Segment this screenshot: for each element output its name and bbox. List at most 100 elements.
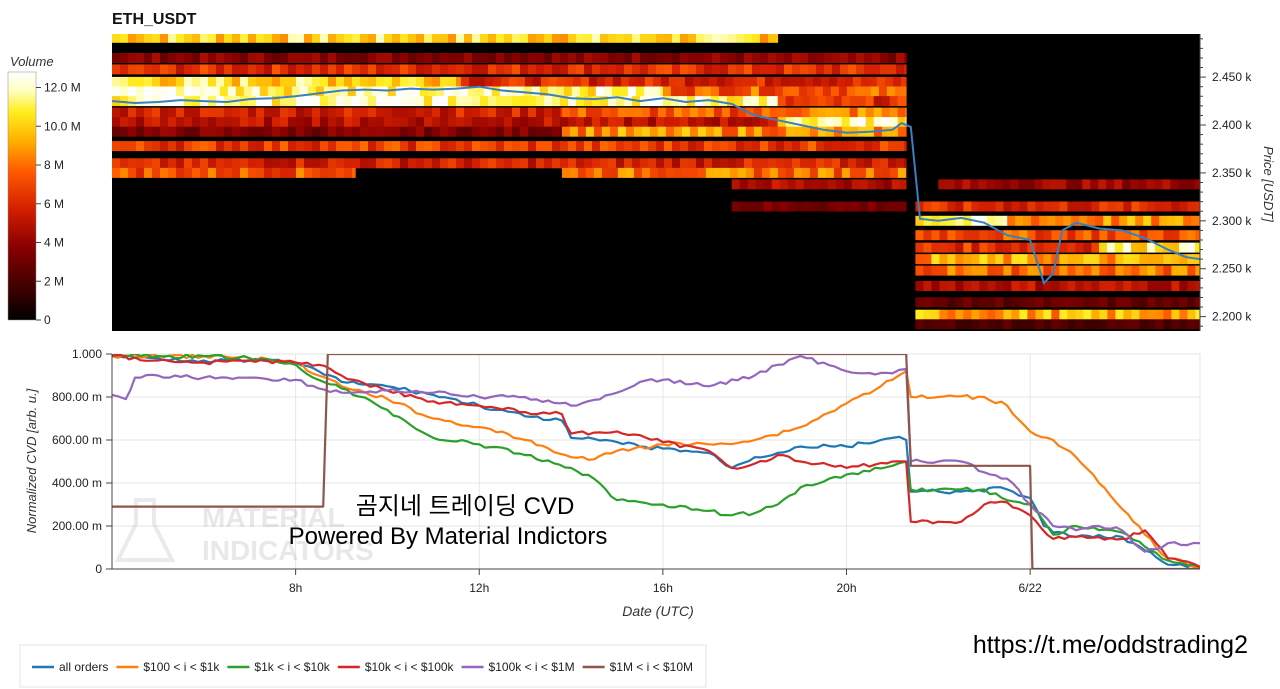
heatmap-cell xyxy=(400,96,409,107)
heatmap-cell xyxy=(416,96,425,107)
heatmap-cell xyxy=(592,64,601,75)
cvd-y-axis-label: Normalized CVD [arb. u.] xyxy=(24,388,39,533)
heatmap-cell xyxy=(1083,281,1092,291)
heatmap-cell xyxy=(416,76,425,87)
heatmap-cell xyxy=(264,167,273,178)
legend-label[interactable]: $1k < i < $10k xyxy=(254,660,330,674)
heatmap-cell xyxy=(304,141,313,152)
heatmap-cell xyxy=(312,158,321,169)
heatmap-cell xyxy=(200,141,209,152)
heatmap-cell xyxy=(328,141,337,152)
heatmap-cell xyxy=(923,297,932,308)
heatmap-cell xyxy=(889,126,899,137)
heatmap-cell xyxy=(712,141,721,152)
heatmap-cell xyxy=(136,167,145,178)
heatmap-cell xyxy=(280,34,289,43)
heatmap-cell xyxy=(416,107,425,118)
heatmap-cell xyxy=(931,230,940,241)
heatmap-cell xyxy=(144,117,153,128)
heatmap-cell xyxy=(664,53,673,63)
heatmap-cell xyxy=(296,107,305,118)
heatmap-cell xyxy=(1075,201,1084,212)
heatmap-cell xyxy=(336,76,345,87)
heatmap-cell xyxy=(1139,230,1148,241)
heatmap-cell xyxy=(1139,254,1148,265)
heatmap-cell xyxy=(592,141,601,152)
heatmap-cell xyxy=(761,126,771,137)
heatmap-cell xyxy=(955,297,964,308)
heatmap-cell xyxy=(608,34,617,43)
heatmap-cell xyxy=(744,141,753,152)
heatmap-cell xyxy=(656,117,665,128)
heatmap-cell xyxy=(504,96,513,107)
heatmap-cell xyxy=(568,96,577,107)
heatmap-cell xyxy=(432,126,441,137)
legend-label[interactable]: $100 < i < $1k xyxy=(143,660,220,674)
heatmap-cell xyxy=(905,117,907,128)
heatmap-cell xyxy=(464,158,473,169)
heatmap-cell xyxy=(328,96,337,107)
heatmap-cell xyxy=(392,53,401,63)
heatmap-cell xyxy=(665,107,675,118)
heatmap-cell xyxy=(561,126,571,137)
heatmap-cell xyxy=(987,281,996,291)
heatmap-cell xyxy=(672,158,681,169)
heatmap-cell xyxy=(808,141,817,152)
heatmap-cell xyxy=(1003,265,1012,276)
heatmap-cell xyxy=(379,86,389,97)
heatmap-cell xyxy=(256,107,265,118)
heatmap-cell xyxy=(816,64,825,75)
heatmap-cell xyxy=(939,230,948,241)
heatmap-cell xyxy=(833,167,843,178)
heatmap-cell xyxy=(392,158,401,169)
heatmap-cell xyxy=(168,64,177,75)
heatmap-cell xyxy=(168,76,177,87)
heatmap-cell xyxy=(1123,265,1132,276)
heatmap-cell xyxy=(1106,179,1115,190)
heatmap-cell xyxy=(352,34,361,43)
heatmap-cell xyxy=(336,64,345,75)
heatmap-cell xyxy=(987,265,996,276)
heatmap-cell xyxy=(812,76,822,87)
heatmap-cell xyxy=(360,76,369,87)
heatmap-cell xyxy=(1099,309,1108,320)
heatmap-cell xyxy=(440,117,449,128)
heatmap-cell xyxy=(1059,319,1068,330)
heatmap-cell xyxy=(480,126,489,137)
heatmap-cell xyxy=(1047,215,1056,226)
heatmap-cell xyxy=(784,53,793,63)
heatmap-cell xyxy=(576,64,585,75)
legend-label[interactable]: $10k < i < $100k xyxy=(365,660,455,674)
heatmap-cell xyxy=(779,179,789,190)
footer-link[interactable]: https://t.me/oddstrading2 xyxy=(973,631,1248,659)
heatmap-cell xyxy=(825,96,835,107)
heatmap-cell xyxy=(320,34,329,43)
heatmap-cell xyxy=(624,141,633,152)
heatmap-cell xyxy=(272,64,281,75)
legend-label[interactable]: $1M < i < $10M xyxy=(610,660,693,674)
heatmap-cell xyxy=(400,64,409,75)
heatmap-cell xyxy=(408,141,417,152)
heatmap-cell xyxy=(176,167,185,178)
heatmap-cell xyxy=(1139,319,1148,330)
heatmap-cell xyxy=(838,86,848,97)
heatmap-cell xyxy=(248,64,257,75)
legend-label[interactable]: $100k < i < $1M xyxy=(489,660,575,674)
heatmap-cell xyxy=(931,242,940,253)
heatmap-cell xyxy=(1043,254,1052,265)
heatmap-cell xyxy=(432,158,441,169)
heatmap-cell xyxy=(248,76,257,87)
heatmap-cell xyxy=(608,96,617,107)
legend-label[interactable]: all orders xyxy=(59,660,108,674)
heatmap-cell xyxy=(672,64,681,75)
heatmap-cell xyxy=(288,158,297,169)
heatmap-cell xyxy=(328,158,337,169)
heatmap-cell xyxy=(592,34,601,43)
heatmap-cell xyxy=(1051,265,1060,276)
heatmap-cell xyxy=(595,86,605,97)
heatmap-cell xyxy=(1179,230,1188,241)
heatmap-cell xyxy=(971,297,980,308)
heatmap-cell xyxy=(640,117,649,128)
heatmap-cell xyxy=(552,107,561,118)
